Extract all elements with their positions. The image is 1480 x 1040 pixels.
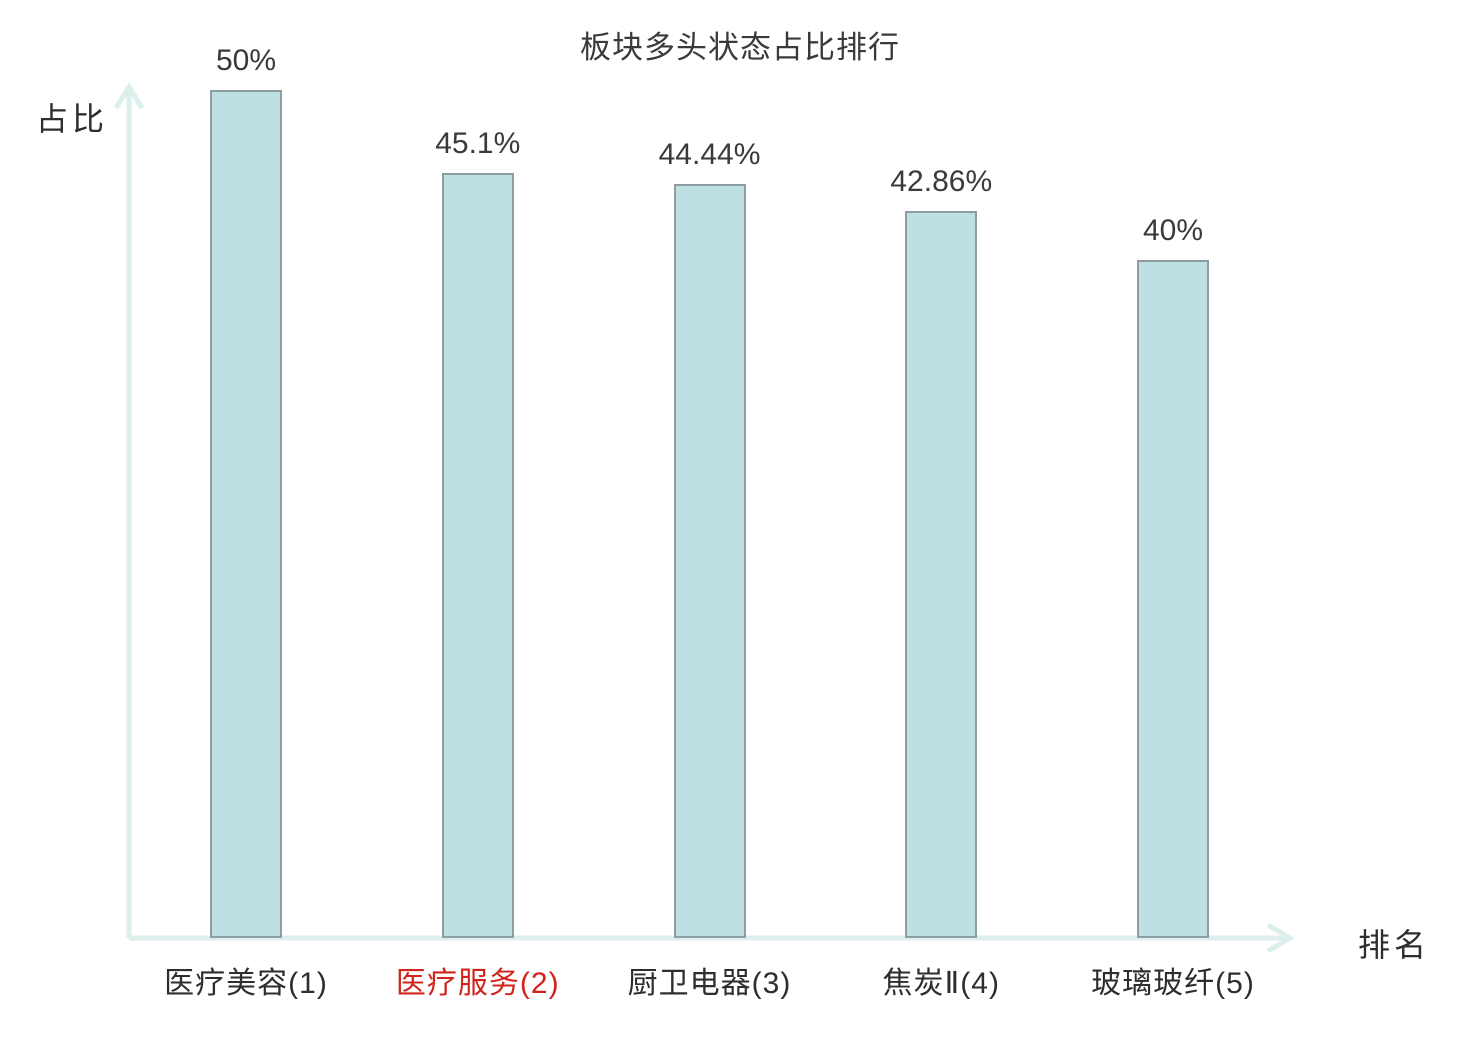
bar-category-label: 厨卫电器(3) [627, 967, 792, 1000]
bar-category-label: 焦炭Ⅱ(4) [882, 967, 1000, 1000]
x-axis-label: 排名 [1358, 927, 1431, 963]
bar [673, 184, 746, 938]
bar-value-label: 45.1% [435, 127, 521, 160]
bar-category-label: 医疗美容(1) [164, 967, 328, 1000]
chart-title: 板块多头状态占比排行 [580, 30, 900, 65]
bar-category-label: 玻璃玻纤(5) [1091, 967, 1255, 1000]
bar-value-label: 50% [215, 44, 277, 77]
x-axis-arrow-icon [1266, 922, 1295, 954]
bar [1137, 260, 1209, 938]
bar-value-label: 40% [1142, 214, 1204, 247]
bar [441, 173, 514, 938]
y-axis-label: 占比 [36, 101, 109, 137]
bar [905, 211, 978, 938]
y-axis-arrow-icon [113, 82, 145, 110]
bar-value-label: 44.44% [658, 138, 761, 171]
bar-value-label: 42.86% [890, 165, 993, 198]
bar [210, 90, 282, 938]
bar-category-label: 医疗服务(2) [395, 967, 560, 1000]
